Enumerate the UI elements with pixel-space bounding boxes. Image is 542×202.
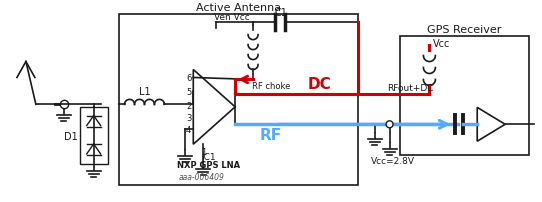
Text: RF choke: RF choke bbox=[252, 82, 290, 91]
Text: NXP GPS LNA: NXP GPS LNA bbox=[177, 160, 240, 169]
Text: DC: DC bbox=[308, 77, 332, 92]
Text: RF: RF bbox=[260, 128, 282, 143]
Text: Vcc=2.8V: Vcc=2.8V bbox=[371, 156, 415, 165]
Text: 4: 4 bbox=[186, 125, 191, 134]
Bar bbox=[399, 36, 529, 155]
Text: C1: C1 bbox=[275, 8, 287, 18]
Bar bbox=[80, 108, 108, 164]
Text: Ven Vcc: Ven Vcc bbox=[214, 13, 250, 22]
Text: 5: 5 bbox=[186, 87, 191, 96]
Text: D1: D1 bbox=[64, 131, 78, 141]
Text: IC1: IC1 bbox=[201, 153, 216, 161]
Circle shape bbox=[386, 121, 393, 128]
Text: RFout+DC: RFout+DC bbox=[388, 84, 434, 93]
Text: 2: 2 bbox=[186, 101, 191, 110]
Text: Active Antenna: Active Antenna bbox=[196, 3, 281, 13]
Text: Vcc: Vcc bbox=[434, 38, 451, 48]
Text: GPS Receiver: GPS Receiver bbox=[427, 24, 501, 35]
Text: 3: 3 bbox=[186, 113, 191, 122]
Bar bbox=[119, 15, 358, 185]
Text: L1: L1 bbox=[139, 87, 150, 97]
Text: aaa-006409: aaa-006409 bbox=[178, 172, 224, 181]
Text: 1: 1 bbox=[201, 147, 206, 156]
Text: 6: 6 bbox=[186, 74, 191, 83]
